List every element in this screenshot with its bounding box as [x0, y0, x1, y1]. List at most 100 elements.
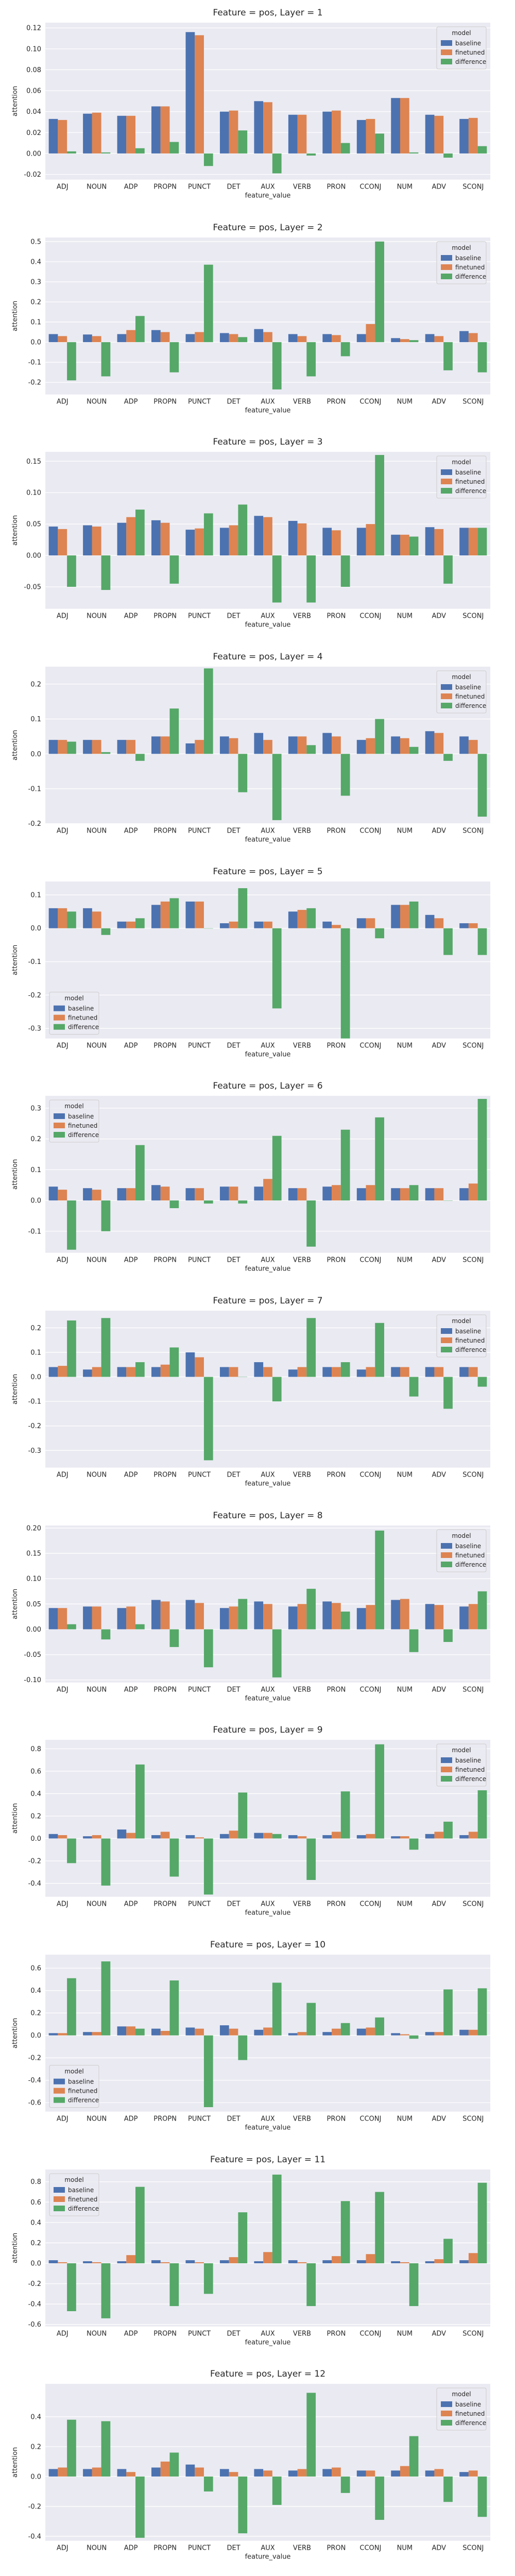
- bar-baseline: [254, 329, 264, 342]
- bar-baseline: [117, 921, 127, 928]
- plot-area: [45, 881, 490, 1039]
- bar-finetuned: [366, 1604, 375, 1630]
- x-tick-label: PRON: [327, 2545, 346, 2552]
- legend: model baseline finetuned difference: [436, 1529, 487, 1572]
- legend-label-baseline: baseline: [455, 1328, 481, 1335]
- bar-finetuned: [400, 1599, 409, 1630]
- bar-finetuned: [229, 1367, 238, 1377]
- legend-label-finetuned: finetuned: [455, 49, 485, 56]
- legend: model baseline finetuned difference: [49, 2065, 99, 2108]
- y-tick-label: -0.2: [28, 1422, 41, 1430]
- legend: model baseline finetuned difference: [49, 991, 99, 1035]
- x-tick-label: NUM: [397, 1257, 413, 1264]
- bar-baseline: [151, 2260, 161, 2263]
- bar-baseline: [48, 908, 58, 928]
- legend-swatch-baseline: [440, 469, 452, 476]
- x-tick-label: DET: [227, 2545, 240, 2552]
- legend-title: model: [452, 29, 471, 37]
- bar-baseline: [288, 911, 298, 928]
- bar-baseline: [425, 2261, 435, 2263]
- x-tick-label: DET: [227, 1901, 240, 1908]
- y-tick-label: -0.2: [28, 992, 41, 999]
- legend-swatch-finetuned: [54, 1014, 65, 1021]
- chart-panel: Feature = pos, Layer = 10 -0.6 -0.4 -0.2 0.0…: [11, 1940, 490, 2132]
- legend-swatch-finetuned: [440, 1767, 452, 1773]
- legend-box: [436, 26, 487, 70]
- x-tick-label: SCONJ: [462, 1901, 484, 1908]
- bar-finetuned: [297, 2262, 307, 2263]
- bar-baseline: [219, 2260, 229, 2263]
- x-tick-label: VERB: [293, 398, 311, 405]
- bar-baseline: [322, 1601, 332, 1630]
- bar-baseline: [185, 1835, 195, 1839]
- chart-panel: Feature = pos, Layer = 9 -0.4 -0.2 0.0 0.2 0.…: [11, 1725, 490, 1917]
- x-tick-label: ADJ: [57, 2115, 68, 2123]
- bar-difference: [272, 1629, 282, 1677]
- bar-finetuned: [92, 911, 101, 928]
- legend: model baseline finetuned difference: [436, 455, 487, 499]
- bar-difference: [306, 1200, 316, 1247]
- x-tick-label: ADJ: [57, 1471, 68, 1479]
- chart-title: Feature = pos, Layer = 9: [213, 1725, 322, 1735]
- bar-difference: [443, 555, 453, 584]
- x-tick-label: PRON: [327, 398, 346, 405]
- y-tick-label: 0.2: [30, 2444, 41, 2451]
- legend-box: [49, 1099, 99, 1143]
- bar-difference: [443, 1822, 453, 1839]
- bar-baseline: [288, 2260, 298, 2263]
- x-tick-label: ADJ: [57, 183, 68, 191]
- x-tick-label: NOUN: [87, 827, 107, 835]
- bar-difference: [135, 1624, 145, 1630]
- x-tick-label: ADP: [124, 183, 138, 191]
- y-tick-label: 0.2: [30, 2240, 41, 2247]
- bar-baseline: [459, 118, 469, 154]
- bar-finetuned: [195, 1837, 204, 1839]
- y-tick-label: 0.0: [30, 1374, 41, 1381]
- x-tick-label: CCONJ: [359, 2545, 381, 2552]
- bar-baseline: [83, 1606, 92, 1630]
- x-tick-label: PROPN: [153, 1471, 177, 1479]
- chart-title: Feature = pos, Layer = 1: [213, 8, 322, 18]
- y-tick-label: 0.3: [30, 278, 41, 286]
- bar-finetuned: [400, 2034, 409, 2036]
- bar-finetuned: [434, 115, 444, 154]
- y-tick-label: 0.4: [30, 1987, 41, 1995]
- bar-finetuned: [229, 2472, 238, 2477]
- x-tick-label: ADV: [432, 183, 447, 191]
- bar-finetuned: [58, 336, 67, 342]
- chart-panel: Feature = pos, Layer = 2 -0.2 -0.1 0.0 0.1 0.…: [11, 223, 490, 414]
- chart-panel: Feature = pos, Layer = 1 -0.02 0.00 0.02 0.0…: [11, 8, 490, 200]
- y-tick-label: 0.08: [26, 66, 41, 74]
- bar-baseline: [254, 1833, 264, 1839]
- bar-difference: [135, 510, 145, 556]
- bar-finetuned: [434, 336, 444, 342]
- bar-finetuned: [468, 1832, 478, 1839]
- bar-baseline: [151, 736, 161, 754]
- legend-title: model: [452, 244, 471, 251]
- bar-difference: [272, 2477, 282, 2505]
- x-tick-label: ADP: [124, 1471, 138, 1479]
- bar-difference: [340, 1791, 350, 1839]
- bar-difference: [238, 2035, 248, 2060]
- bar-finetuned: [58, 2262, 67, 2263]
- bar-finetuned: [366, 738, 375, 754]
- bar-finetuned: [160, 901, 170, 928]
- y-tick-label: 0.0: [30, 2260, 41, 2267]
- bar-finetuned: [58, 2033, 67, 2036]
- x-axis-label: feature_value: [245, 2124, 291, 2132]
- chart-title: Feature = pos, Layer = 11: [210, 2155, 325, 2165]
- x-tick-label: PUNCT: [188, 1257, 211, 1264]
- x-tick-label: CCONJ: [359, 1686, 381, 1693]
- bar-difference: [67, 555, 76, 587]
- x-tick-label: PRON: [327, 1901, 346, 1908]
- bar-baseline: [117, 523, 127, 556]
- bar-finetuned: [160, 736, 170, 754]
- y-tick-label: 0.00: [26, 150, 41, 158]
- y-tick-label: 0.2: [30, 1325, 41, 1332]
- x-tick-label: SCONJ: [462, 2545, 484, 2552]
- y-tick-label: -0.4: [28, 2077, 41, 2084]
- bar-finetuned: [229, 2257, 238, 2263]
- bar-finetuned: [126, 1188, 136, 1201]
- bar-finetuned: [366, 1367, 375, 1377]
- bar-finetuned: [297, 1836, 307, 1839]
